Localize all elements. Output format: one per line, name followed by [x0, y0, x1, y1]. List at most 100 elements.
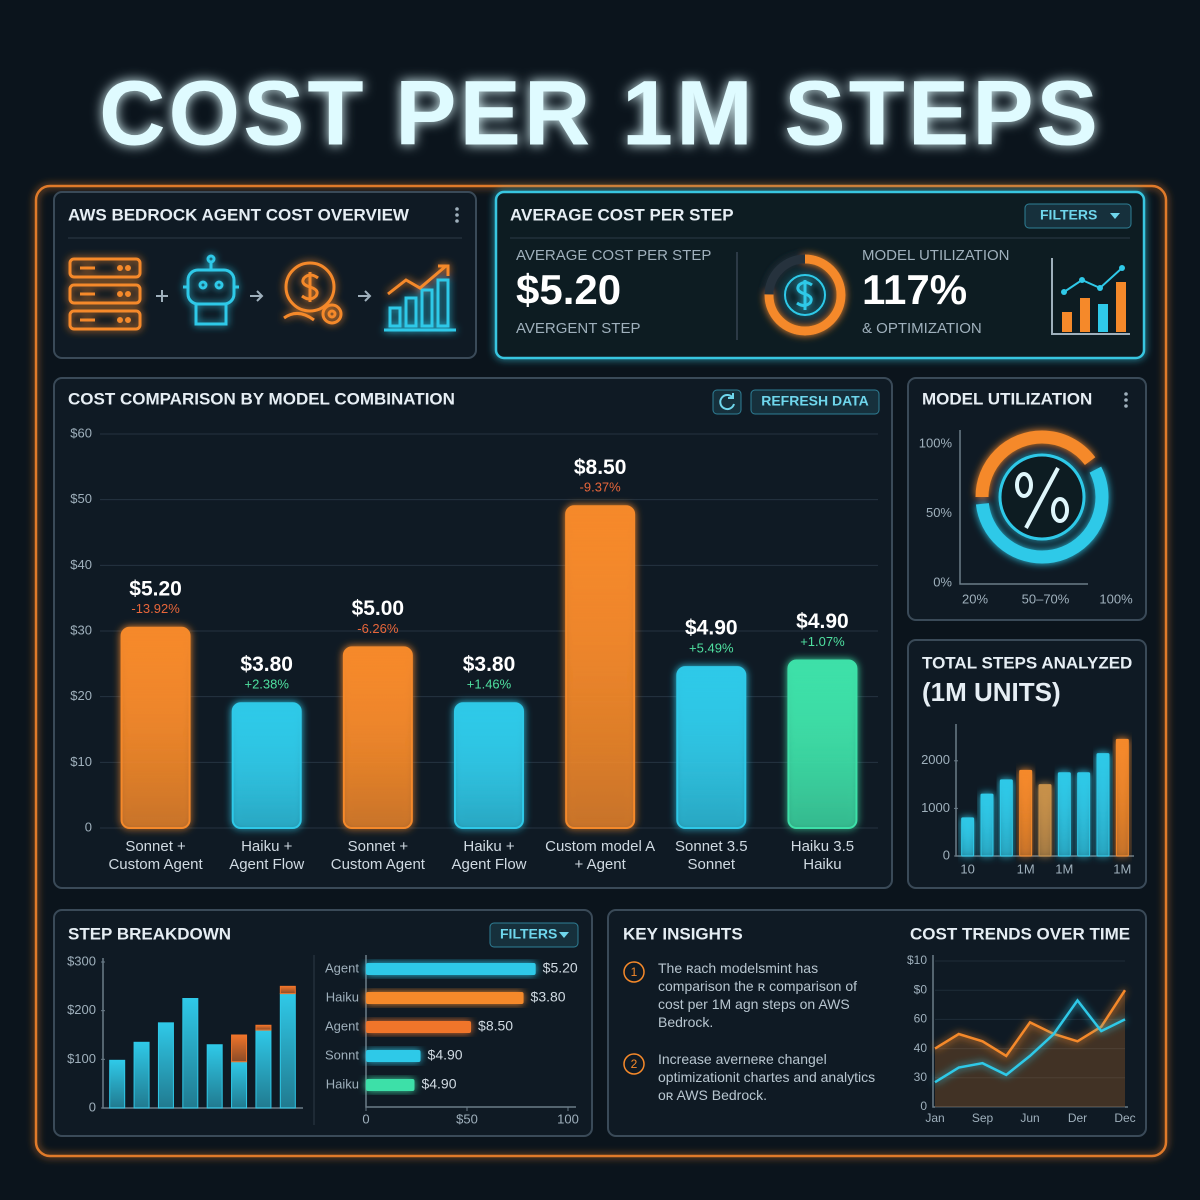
- bar: [565, 505, 636, 829]
- line: [934, 989, 1127, 1058]
- y-tick-label: Haiku: [326, 989, 359, 1004]
- bar: [1038, 784, 1052, 857]
- x-tick-label: Custom Agent: [331, 856, 426, 873]
- bar-segment: [231, 1061, 248, 1109]
- bar: [1115, 738, 1129, 857]
- dropdown-caret[interactable]: [559, 932, 569, 938]
- x-tick-label: Agent Flow: [451, 856, 526, 873]
- bar-label: $8.50: [574, 456, 627, 479]
- x-tick-label: 1M: [1055, 861, 1073, 876]
- refresh-button[interactable]: REFRESH DATA: [750, 389, 880, 415]
- insight-badge: 2: [623, 1053, 645, 1075]
- axis-line: [959, 430, 1088, 585]
- filter-button-box[interactable]: [1024, 203, 1132, 229]
- kebab-menu[interactable]: [455, 207, 459, 223]
- change-label: +1.46%: [467, 677, 512, 692]
- refresh-icon-button[interactable]: [712, 389, 742, 415]
- bar: [1057, 772, 1071, 857]
- change-label: -6.26%: [357, 621, 399, 636]
- x-tick-label: Haiku 3.5: [791, 838, 854, 855]
- arrow-icon: [250, 290, 264, 302]
- refresh-button-box[interactable]: [750, 389, 880, 415]
- panel-title: COST COMPARISON BY MODEL COMBINATION: [68, 389, 455, 408]
- x-axis-label: 20%: [962, 591, 988, 606]
- stat-value: 117%: [862, 266, 967, 313]
- x-axis-label: 100%: [1099, 591, 1133, 606]
- x-tick-label: $50: [456, 1111, 478, 1126]
- bar-label: $4.90: [421, 1076, 456, 1092]
- bar-segment: [279, 985, 296, 995]
- panel-title: TOTAL STEPS ANALYZED: [922, 653, 1132, 672]
- insight-text: Increase averneʀe changel optimizationit…: [658, 1051, 876, 1103]
- bar-segment: [279, 993, 296, 1109]
- change-label: +1.07%: [800, 634, 845, 649]
- bar: [676, 666, 747, 829]
- growth-chart-icon: [384, 264, 456, 332]
- bar-label: $3.80: [240, 653, 293, 676]
- x-tick-label: Sonnet +: [125, 838, 186, 855]
- x-tick-label: Custom Agent: [108, 856, 203, 873]
- server-icon: [68, 257, 142, 331]
- x-axis-label: 50–70%: [1022, 591, 1070, 606]
- cost-gear-icon: [283, 261, 343, 325]
- dropdown-caret[interactable]: [1110, 213, 1120, 219]
- panel-title: AWS BEDROCK AGENT COST OVERVIEW: [68, 205, 410, 224]
- y-tick-label: Agent: [325, 960, 359, 975]
- x-tick-label: Haiku +: [463, 838, 515, 855]
- insight-number: 2: [631, 1057, 638, 1071]
- bar-segment: [231, 1034, 248, 1063]
- x-tick-label: Der: [1068, 1111, 1087, 1125]
- y-axis-label: 0: [920, 1099, 927, 1113]
- y-axis-label: $10: [907, 953, 927, 967]
- bar-label: $4.90: [685, 617, 738, 640]
- y-axis-label: $0: [914, 982, 928, 996]
- insights-panel: [607, 909, 1147, 1137]
- y-axis-label: 100%: [919, 435, 953, 450]
- y-tick-label: $20: [70, 688, 92, 703]
- bar-label: $3.80: [531, 989, 566, 1005]
- filter-button-box[interactable]: [489, 922, 579, 948]
- y-axis-label: 30: [914, 1070, 928, 1084]
- refresh-button-label[interactable]: REFRESH DATA: [761, 393, 869, 409]
- y-tick-label: $300: [67, 953, 96, 968]
- panel-title: KEY INSIGHTS: [623, 924, 743, 943]
- y-tick-label: $100: [67, 1051, 96, 1066]
- y-axis-label: 0%: [933, 574, 952, 589]
- y-tick-label: 0: [943, 847, 950, 862]
- x-tick-label: Custom model A: [545, 838, 655, 855]
- filter-button[interactable]: FILTERS: [1024, 203, 1132, 229]
- x-tick-label: Dec: [1114, 1111, 1135, 1125]
- x-tick-label: Sep: [972, 1111, 994, 1125]
- bar: [787, 659, 858, 829]
- filter-button-label[interactable]: FILTERS: [1040, 207, 1097, 223]
- panel-subtitle: (1M UNITS): [922, 677, 1061, 707]
- y-tick-label: $50: [70, 491, 92, 506]
- plus-icon: [156, 290, 168, 302]
- y-tick-label: Agent: [325, 1018, 359, 1033]
- x-tick-label: Haiku: [803, 856, 841, 873]
- line: [934, 998, 1126, 1084]
- bar: [342, 646, 413, 830]
- bar-segment: [109, 1059, 126, 1109]
- bar-segment: [255, 1029, 272, 1109]
- y-tick-label: Haiku: [326, 1076, 359, 1091]
- x-tick-label: 10: [960, 861, 974, 876]
- bar: [366, 992, 524, 1004]
- stat-sublabel: AVERGENT STEP: [516, 320, 640, 337]
- bar-label: $3.80: [463, 653, 516, 676]
- bar-segment: [157, 1022, 174, 1109]
- x-tick-label: Sonnet: [688, 856, 736, 873]
- insight-number: 1: [631, 965, 638, 979]
- kebab-menu[interactable]: [1124, 392, 1128, 408]
- stat-sublabel: & OPTIMIZATION: [862, 320, 982, 337]
- stat-label: MODEL UTILIZATION: [862, 247, 1010, 264]
- bar-label: $4.90: [796, 610, 849, 633]
- change-label: +2.38%: [244, 677, 289, 692]
- stat-label: AVERAGE COST PER STEP: [516, 247, 711, 264]
- change-label: +5.49%: [689, 641, 734, 656]
- filter-button[interactable]: FILTERS: [489, 922, 579, 948]
- bar: [120, 626, 191, 830]
- filter-button-label[interactable]: FILTERS: [500, 926, 557, 942]
